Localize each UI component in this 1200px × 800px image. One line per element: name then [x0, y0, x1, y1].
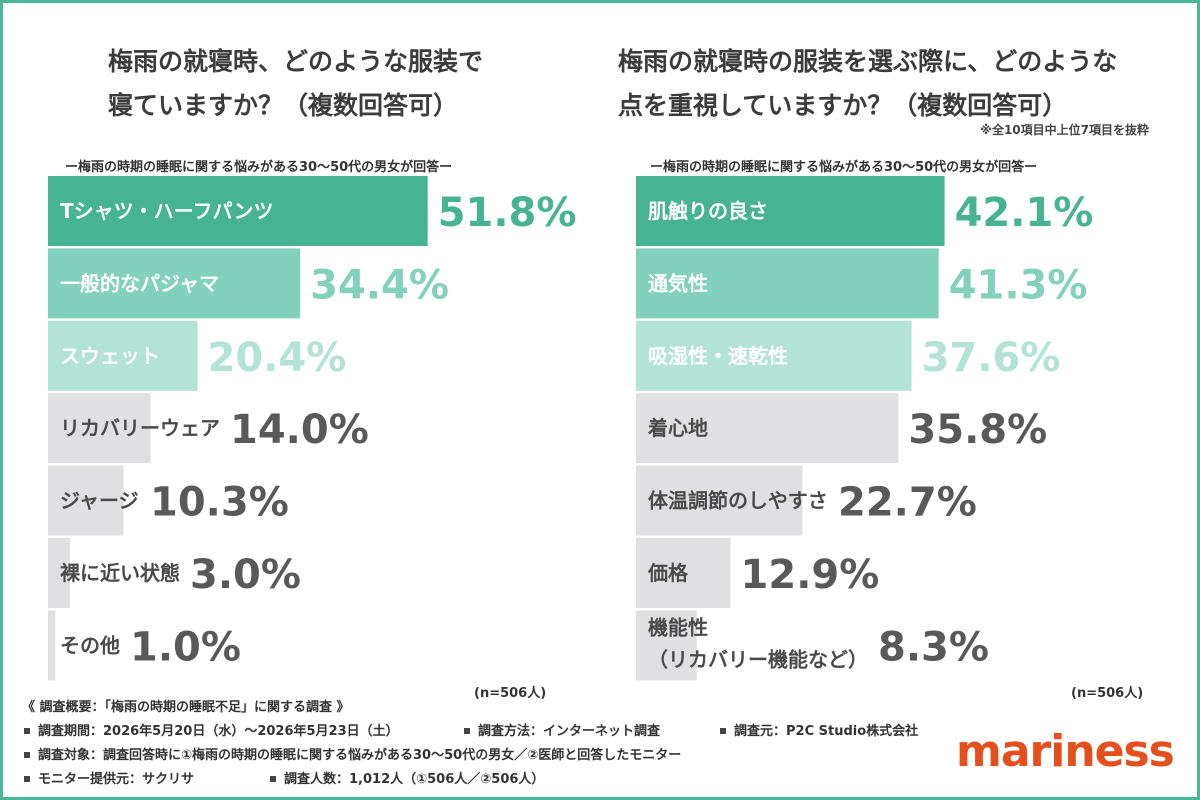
- survey-provider: モニター提供元：サクリサ: [38, 772, 195, 787]
- left-value-label: 51.8%: [438, 190, 577, 236]
- left-bar-label: リカバリーウェア: [60, 416, 220, 440]
- left-chart-subtitle: ー梅雨の時期の睡眠に関する悩みがある30〜50代の男女が回答ー: [65, 160, 453, 175]
- right-bar: [636, 610, 697, 681]
- right-bar-label: 着心地: [647, 416, 708, 440]
- bullet-icon: [464, 727, 470, 734]
- left-bar-label: ジャージ: [60, 489, 139, 513]
- left-bar: [48, 393, 151, 464]
- right-sample-size: (n=506人): [1071, 686, 1144, 701]
- right-chart-note: ※全10項目中上位7項目を抜粋: [980, 123, 1149, 137]
- left-bar: [48, 320, 198, 391]
- footer-item-method: 調査方法：インターネット調査: [462, 720, 718, 744]
- left-bar-label: Tシャツ・ハーフパンツ: [60, 199, 273, 223]
- right-bar-label: 吸湿性・速乾性: [648, 344, 788, 368]
- survey-target: 調査対象：調査回答時に①梅雨の時期の睡眠に関する悩みがある30〜50代の男女／②…: [38, 748, 682, 763]
- right-bar: [636, 465, 803, 536]
- footer-row-3: 調査対象：調査回答時に①梅雨の時期の睡眠に関する悩みがある30〜50代の男女／②…: [22, 744, 942, 768]
- left-chart-title: 梅雨の就寝時、どのような服装で 寝ていますか？（複数回答可）: [108, 47, 484, 120]
- right-bar-label: 機能性（リカバリー機能など）: [648, 615, 868, 671]
- left-value-label: 14.0%: [230, 407, 369, 453]
- right-bar: [636, 393, 899, 464]
- right-chart: 梅雨の就寝時の服装を選ぶ際に、どのような 点を重視していますか？（複数回答可） …: [618, 0, 1176, 701]
- left-bar-label: その他: [60, 633, 120, 657]
- right-chart-title: 梅雨の就寝時の服装を選ぶ際に、どのような 点を重視していますか？（複数回答可）: [618, 47, 1118, 120]
- left-bar-label: 裸に近い状態: [60, 561, 180, 585]
- footer-row-2: 調査期間：2026年5月20日（水）〜2026年5月23日（土） 調査方法：インタ…: [22, 720, 942, 744]
- left-bar-label: スウェット: [60, 344, 160, 368]
- footer-item-count: 調査人数：1,012人（①506人／②506人）: [268, 768, 544, 792]
- bullet-icon: [24, 775, 30, 782]
- right-bar-label: 価格: [647, 561, 689, 585]
- right-bar: [636, 248, 939, 319]
- right-value-label: 41.3%: [949, 262, 1088, 308]
- right-bar-label: 通気性: [648, 271, 708, 295]
- survey-source: 調査元：P2C Studio株式会社: [734, 724, 919, 739]
- left-sample-size: (n=506人): [474, 686, 547, 701]
- left-value-label: 10.3%: [150, 480, 289, 526]
- right-chart-subtitle: ー梅雨の時期の睡眠に関する悩みがある30〜50代の男女が回答ー: [650, 160, 1038, 175]
- right-bar: [636, 320, 912, 391]
- left-value-label: 3.0%: [190, 552, 301, 598]
- right-bar: [636, 176, 945, 246]
- right-bar-label: 体温調節のしやすさ: [648, 489, 828, 513]
- left-bar: [48, 538, 70, 608]
- footer-item-period: 調査期間：2026年5月20日（水）〜2026年5月23日（土）: [22, 720, 462, 744]
- survey-count: 調査人数：1,012人（①506人／②506人）: [284, 772, 545, 787]
- footer-item-source: 調査元：P2C Studio株式会社: [718, 720, 918, 744]
- right-bar: [636, 538, 731, 608]
- right-value-label: 37.6%: [922, 335, 1061, 381]
- left-bar-chart: Tシャツ・ハーフパンツ 51.8% 一般的なパジャマ 34.4% スウェット 20.4% リ…: [48, 176, 577, 681]
- right-value-label: 12.9%: [741, 552, 880, 598]
- left-bar-label: 一般的なパジャマ: [60, 271, 219, 295]
- survey-period: 調査期間：2026年5月20日（水）〜2026年5月23日（土）: [38, 724, 399, 739]
- right-value-label: 42.1%: [955, 190, 1094, 236]
- left-value-label: 1.0%: [130, 624, 241, 670]
- left-value-label: 34.4%: [310, 262, 449, 308]
- bullet-icon: [24, 751, 30, 758]
- footer-item-provider: モニター提供元：サクリサ: [22, 768, 268, 792]
- right-bar-label: 肌触りの良さ: [648, 199, 768, 223]
- right-value-label: 35.8%: [908, 407, 1047, 453]
- left-chart: 梅雨の就寝時、どのような服装で 寝ていますか？（複数回答可） ー梅雨の時期の睡眠…: [48, 0, 588, 701]
- left-bar: [48, 248, 301, 319]
- survey-method: 調査方法：インターネット調査: [478, 724, 661, 739]
- bullet-icon: [720, 727, 726, 734]
- right-value-label: 22.7%: [838, 480, 977, 526]
- bullet-icon: [24, 727, 30, 734]
- right-value-label: 8.3%: [878, 624, 989, 670]
- left-value-label: 20.4%: [208, 335, 347, 381]
- survey-summary: 《 調査概要：「梅雨の時期の睡眠不足」に関する調査 》: [22, 700, 350, 715]
- left-bar: [48, 176, 428, 246]
- left-bar: [48, 610, 56, 681]
- footer-row-4: モニター提供元：サクリサ 調査人数：1,012人（①506人／②506人）: [22, 768, 942, 792]
- survey-footer: 《 調査概要：「梅雨の時期の睡眠不足」に関する調査 》 調査期間：2026年5月…: [22, 696, 942, 792]
- right-bar-chart: 肌触りの良さ 42.1% 通気性 41.3% 吸湿性・速乾性 37.6% 着心地 35.8% 体…: [636, 176, 1094, 681]
- footer-summary-row: 《 調査概要：「梅雨の時期の睡眠不足」に関する調査 》: [22, 696, 942, 720]
- left-bar: [48, 465, 124, 536]
- mariness-logo: mariness: [956, 726, 1175, 777]
- bullet-icon: [270, 775, 276, 782]
